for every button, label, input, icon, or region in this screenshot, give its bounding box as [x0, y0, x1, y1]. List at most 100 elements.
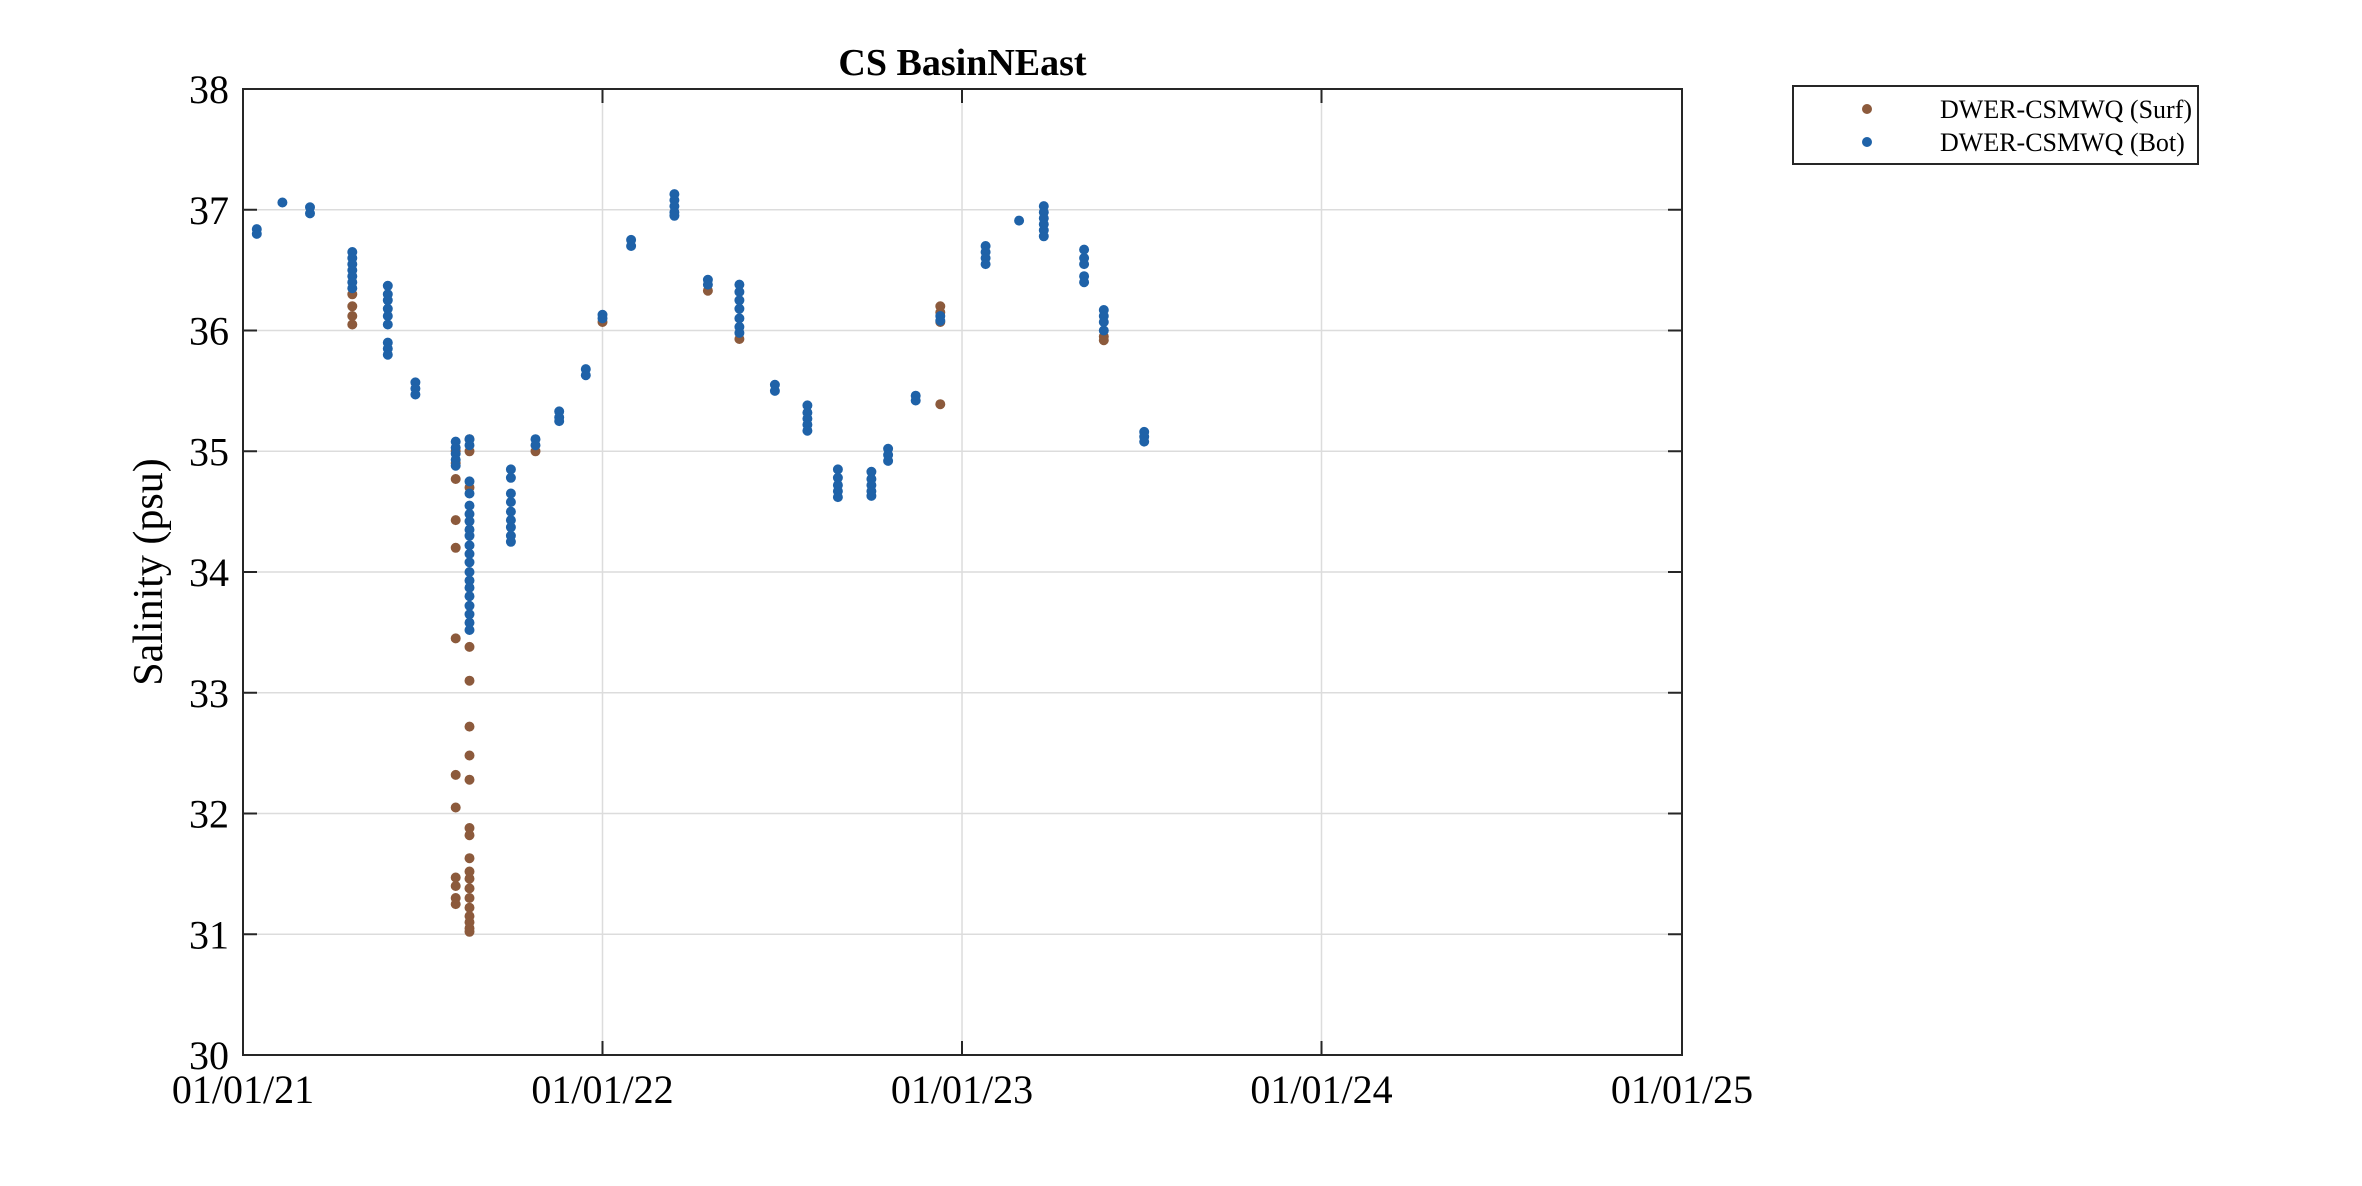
surf-data-point [464, 774, 475, 785]
tick-labels: 30 31 32 33 34 35 36 37 38 01/01/21 01/01/22 01/01/… [172, 67, 1753, 1112]
bot-data-point [832, 492, 843, 503]
y-tick-label: 34 [189, 550, 229, 595]
bot-data-point [505, 497, 516, 507]
surf-data-point [464, 873, 475, 884]
bot-data-point [251, 228, 262, 239]
surf-data-point [464, 830, 475, 841]
bot-data-point [347, 283, 358, 294]
surf-data-point [347, 311, 358, 321]
bot-data-point [410, 389, 421, 400]
surf-data-point [347, 301, 358, 312]
bot-data-point [464, 440, 475, 451]
y-tick-label: 36 [189, 309, 229, 354]
bot-data-point [464, 600, 475, 611]
bot-data-point [935, 315, 946, 326]
surf-data-point [450, 474, 461, 484]
bot-data-point [1079, 244, 1090, 255]
surf-data-point [464, 853, 475, 864]
y-axis-label: Salinity (psu) [126, 458, 172, 686]
surf-data-point [464, 750, 475, 761]
bot-data-point [464, 530, 475, 541]
bot-data-point [382, 349, 393, 360]
bot-data-point [464, 548, 475, 559]
bot-data-point [580, 370, 591, 381]
surf-data-point [464, 893, 475, 903]
bot-data-point [1014, 215, 1025, 226]
surf-data-point [450, 542, 461, 553]
bot-data-point [505, 506, 516, 517]
bot-data-point [883, 455, 894, 466]
legend-marker [1862, 137, 1872, 147]
bot-data-point [734, 295, 745, 306]
bot-data-point [1079, 277, 1090, 288]
bot-data-point [734, 327, 745, 338]
y-tick-label: 35 [189, 429, 229, 474]
bot-data-point [554, 416, 565, 427]
surf-data-point [935, 399, 946, 410]
bot-data-point [1098, 325, 1109, 336]
surf-data-point [450, 769, 461, 780]
bot-data-point [866, 490, 877, 501]
bot-data-point [382, 295, 393, 306]
bot-data-point [464, 557, 475, 568]
bot-data-point [464, 582, 475, 593]
bot-data-point [464, 567, 475, 577]
bot-data-point [626, 241, 637, 251]
bot-data-point [734, 303, 745, 314]
surf-data-point [450, 515, 461, 526]
bot-data-point [505, 472, 516, 483]
y-tick-label: 33 [189, 671, 229, 716]
bot-data-point [382, 319, 393, 330]
bot-data-point [1079, 259, 1090, 270]
surf-data-point [450, 802, 461, 813]
bot-data-point [769, 385, 780, 396]
surf-data-point [464, 675, 475, 686]
y-tick-label: 32 [189, 792, 229, 837]
surf-data-point [464, 926, 475, 937]
x-tick-label: 01/01/22 [531, 1067, 673, 1112]
bot-data-point [464, 488, 475, 499]
bot-data-point [669, 210, 680, 221]
bot-data-point [305, 208, 315, 219]
bot-data-point [1038, 231, 1049, 242]
bot-data-point [597, 313, 608, 324]
grid-lines [243, 89, 1682, 1055]
surf-data-point [1098, 335, 1109, 346]
surf-data-point [450, 881, 461, 891]
bot-data-point [910, 395, 921, 406]
bot-data-point [1098, 317, 1109, 327]
bot-data-point [464, 625, 475, 635]
y-tick-label: 31 [189, 912, 229, 957]
bot-data-point [505, 464, 516, 475]
surf-data-point [347, 319, 358, 330]
y-tick-label: 30 [189, 1033, 229, 1078]
surf-data-point [464, 721, 475, 732]
bot-data-point [980, 259, 991, 270]
surf-data-point [464, 641, 475, 652]
bot-data-point [530, 440, 541, 451]
legend-box [1792, 85, 2199, 165]
bot-data-point [464, 591, 475, 602]
legend-label: DWER-CSMWQ (Bot) [1940, 128, 2185, 157]
bot-data-point [464, 476, 475, 487]
surf-data-point [464, 883, 475, 894]
bot-data-point [464, 609, 475, 620]
bot-data-point [505, 488, 516, 499]
bot-data-point [802, 425, 813, 436]
legend-marker [1862, 104, 1872, 114]
data-points [251, 189, 1150, 937]
surf-data-point [450, 899, 461, 910]
bot-data-point [1139, 436, 1150, 447]
bot-data-point [382, 311, 393, 321]
legend: DWER-CSMWQ (Surf) DWER-CSMWQ (Bot) [1792, 85, 2199, 165]
x-tick-label: 01/01/24 [1250, 1067, 1392, 1112]
bot-data-point [734, 313, 745, 324]
bot-data-point [464, 540, 475, 551]
surf-data-point [450, 633, 461, 644]
surf-data-point [464, 902, 475, 913]
axis-ticks [242, 88, 1682, 1056]
x-tick-label: 01/01/23 [891, 1067, 1033, 1112]
